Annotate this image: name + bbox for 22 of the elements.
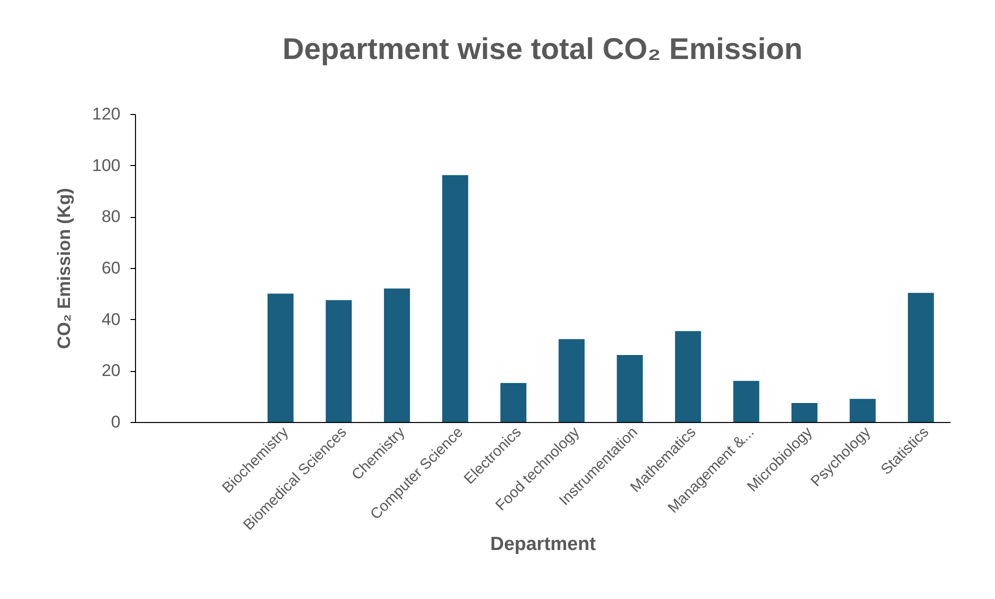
bar bbox=[675, 331, 702, 422]
bar bbox=[850, 398, 876, 422]
y-tick-label: 0 bbox=[111, 412, 120, 432]
bar bbox=[500, 382, 526, 422]
y-tick-label: 100 bbox=[92, 156, 120, 175]
bar bbox=[791, 403, 818, 422]
x-axis-title: Department bbox=[490, 534, 596, 555]
bar bbox=[442, 175, 468, 422]
y-axis-title: CO₂ Emission (Kg) bbox=[54, 188, 74, 350]
bar bbox=[326, 300, 352, 422]
chart-title: Department wise total CO₂ Emission bbox=[282, 33, 803, 66]
y-tick-label: 120 bbox=[92, 104, 120, 124]
bar bbox=[733, 380, 760, 422]
bar bbox=[558, 339, 585, 422]
bar bbox=[268, 294, 294, 422]
bar bbox=[384, 288, 410, 422]
y-tick-label: 20 bbox=[102, 361, 120, 380]
y-tick-label: 60 bbox=[102, 258, 120, 278]
bar bbox=[616, 355, 643, 422]
y-tick-label: 80 bbox=[102, 207, 120, 226]
bar bbox=[908, 292, 934, 422]
y-tick-label: 40 bbox=[102, 310, 120, 329]
